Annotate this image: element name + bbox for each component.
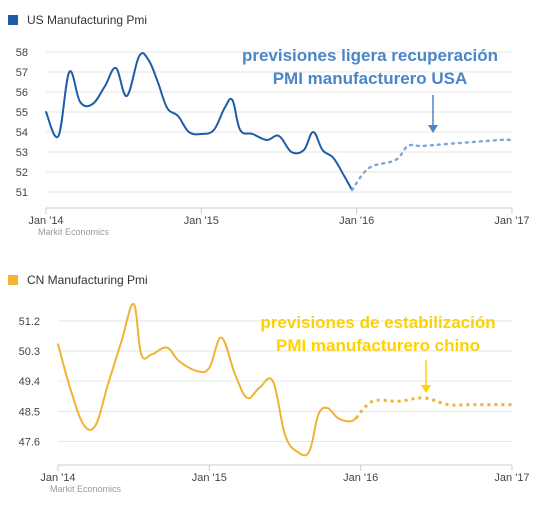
cn-pmi-legend-swatch: [8, 275, 18, 285]
us-x-tick-label: Jan '14: [28, 215, 63, 227]
us-y-tick-label: 51: [16, 187, 28, 199]
cn-y-tick-label: 51.2: [19, 316, 40, 328]
cn-pmi-chart: 47.6 48.5 49.4 50.3 51.2 Jan '14 Jan '15 Jan '1…: [19, 303, 530, 494]
us-pmi-legend[interactable]: US Manufacturing Pmi: [8, 12, 147, 28]
cn-x-tick-label: Jan '14: [40, 472, 75, 484]
us-x-tick-label: Jan '17: [494, 215, 529, 227]
us-pmi-panel: US Manufacturing Pmi 51 52 53 54 55 56 57 58 Jan…: [0, 0, 535, 250]
cn-x-tick-label: Jan '15: [192, 472, 227, 484]
us-y-tick-label: 58: [16, 47, 28, 59]
cn-annotation-line: previsiones de estabilización: [260, 313, 495, 332]
us-y-tick-label: 54: [16, 127, 28, 139]
us-annotation-line: previsiones ligera recuperación: [242, 46, 498, 65]
us-pmi-legend-swatch: [8, 15, 18, 25]
us-y-tick-label: 56: [16, 87, 28, 99]
us-x-tick-label: Jan '15: [184, 215, 219, 227]
us-pmi-legend-label: US Manufacturing Pmi: [27, 13, 148, 27]
cn-x-tick-label: Jan '16: [343, 472, 378, 484]
us-x-tick-label: Jan '16: [339, 215, 374, 227]
cn-pmi-legend[interactable]: CN Manufacturing Pmi: [8, 272, 148, 288]
us-pmi-chart: 51 52 53 54 55 56 57 58 Jan '14 Jan '15 Jan '16 Jan…: [16, 46, 530, 237]
us-series-actual: [45, 52, 353, 191]
cn-y-tick-label: 49.4: [19, 376, 40, 388]
cn-y-tick-label: 48.5: [19, 406, 40, 418]
cn-arrow-head: [421, 385, 431, 393]
cn-series-actual: [57, 303, 358, 457]
us-annotation-line: PMI manufacturero USA: [273, 69, 468, 88]
us-y-tick-label: 52: [16, 167, 28, 179]
us-y-tick-label: 53: [16, 147, 28, 159]
us-arrow-head: [428, 125, 438, 133]
us-series-forecast: [350, 138, 514, 192]
us-credit: Markit Economics: [38, 227, 110, 237]
us-y-tick-label: 57: [16, 67, 28, 79]
cn-pmi-legend-label: CN Manufacturing Pmi: [27, 273, 148, 287]
cn-x-tick-label: Jan '17: [494, 472, 529, 484]
cn-y-tick-label: 47.6: [19, 437, 40, 449]
us-y-tick-label: 55: [16, 107, 28, 119]
cn-pmi-panel: CN Manufacturing Pmi 47.6 48.5 49.4 50.3 51.…: [0, 250, 535, 506]
cn-credit: Markit Economics: [50, 484, 122, 494]
cn-y-tick-label: 50.3: [19, 346, 40, 358]
cn-annotation-line: PMI manufacturero chino: [276, 336, 480, 355]
cn-series-forecast: [354, 396, 512, 420]
